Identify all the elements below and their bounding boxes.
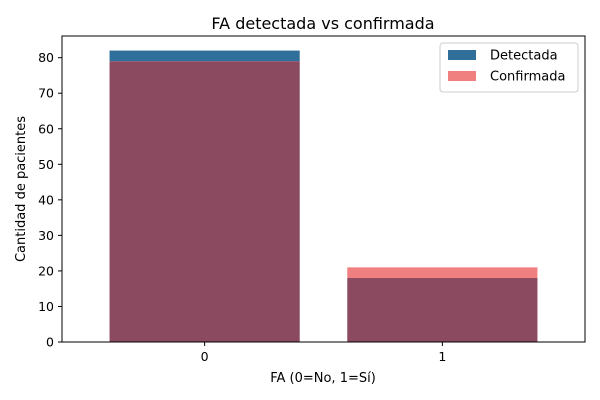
bar-confirmada-1 (347, 267, 538, 279)
legend-swatch-confirmada (448, 71, 476, 81)
plot-frame (61, 35, 586, 343)
legend-swatch-detectada (448, 50, 476, 60)
bars-layer (109, 50, 538, 342)
y-tick-label: 50 (38, 157, 54, 172)
y-tick-label: 70 (38, 86, 54, 101)
bar-overlap-1 (347, 278, 538, 342)
y-tick-label: 10 (38, 299, 54, 314)
y-tick-label: 40 (38, 192, 54, 207)
bar-overlap-0 (109, 61, 300, 342)
legend-label-confirmada: Confirmada (490, 70, 565, 85)
y-axis: 0 10 20 30 40 50 60 70 80 (38, 50, 62, 350)
x-axis-label: FA (0=No, 1=Sí) (270, 371, 376, 386)
y-tick-label: 30 (38, 228, 54, 243)
bar-detectada-0 (109, 50, 300, 62)
x-tick-label: 1 (438, 349, 446, 364)
y-tick-label: 20 (38, 263, 54, 278)
y-tick-label: 0 (46, 335, 54, 350)
y-tick-label: 80 (38, 50, 54, 65)
legend: Detectada Confirmada (439, 42, 579, 93)
y-axis-label: Cantidad de pacientes (14, 116, 29, 262)
y-tick-label: 60 (38, 121, 54, 136)
chart-title: FA detectada vs confirmada (211, 14, 434, 33)
x-tick-label: 0 (201, 349, 209, 364)
legend-label-detectada: Detectada (490, 49, 558, 64)
